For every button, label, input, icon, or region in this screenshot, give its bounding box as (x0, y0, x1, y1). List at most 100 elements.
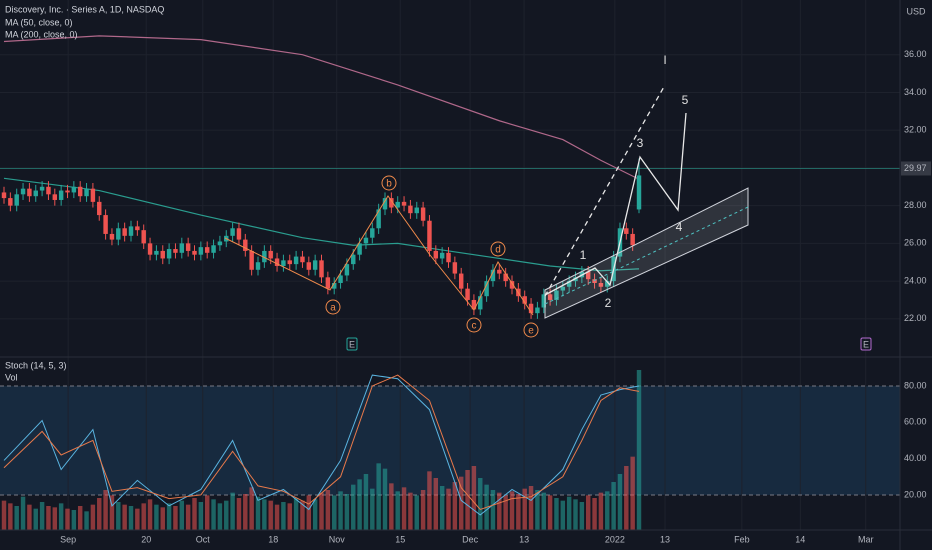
x-tick-label: 15 (395, 534, 405, 544)
volume-bar (389, 483, 394, 530)
stoch-band (0, 385, 900, 495)
y-tick-label: 24.00 (904, 275, 927, 285)
candle-body (71, 186, 77, 193)
volume-bar (154, 504, 159, 530)
candle-body (376, 209, 381, 229)
candle-body (433, 250, 439, 259)
volume-bar (592, 498, 597, 530)
volume-bar (497, 492, 502, 530)
candle-body (1, 192, 7, 199)
candle-body (344, 264, 350, 276)
volume-bar (338, 491, 343, 530)
candle-body (84, 188, 89, 197)
volume-bar (52, 507, 58, 530)
x-tick-label: Sep (60, 534, 76, 544)
volume-bar (198, 502, 204, 530)
candle-body (185, 243, 191, 251)
candle-body (382, 198, 388, 210)
x-tick-label: Dec (462, 534, 479, 544)
candle-body (20, 188, 26, 195)
volume-bar (376, 463, 381, 530)
volume-bar (331, 495, 337, 530)
candle-body (598, 282, 604, 287)
candle-body (630, 233, 635, 246)
candle-body (160, 250, 165, 259)
volume-bar (128, 506, 134, 530)
lines (3, 35, 640, 516)
annotation: b (386, 179, 392, 190)
last-price-label: 29.97 (904, 163, 927, 173)
candle-body (135, 226, 140, 231)
candle-body (65, 190, 70, 193)
annotation: c (472, 321, 477, 332)
last-price-box (901, 161, 931, 176)
candle-body (554, 290, 559, 300)
candle-body (293, 256, 299, 265)
volume-bar (33, 508, 38, 530)
candle-body (503, 273, 508, 282)
volume-bar (147, 499, 153, 530)
y-tick-label: 22.00 (904, 313, 927, 323)
stoch-label: Stoch (14, 5, 3) (5, 360, 67, 370)
volume-bar (598, 492, 604, 530)
chart-title: Discovery, Inc. · Series A, 1D, NASDAQ (5, 4, 164, 14)
annotations: a b c d e 1 2 3 4 5 I E E (325, 53, 872, 351)
volume-bar (306, 495, 312, 530)
candle-body (204, 247, 210, 253)
candle-body (535, 307, 540, 314)
volume-bar (439, 486, 445, 530)
candle-body (541, 294, 546, 308)
volume-bar (262, 499, 267, 530)
line (3, 374, 640, 511)
candle-body (312, 260, 318, 270)
event-marker (346, 337, 358, 351)
volume-bar (166, 503, 172, 530)
candle-body (624, 228, 629, 234)
volume-bar (408, 492, 413, 530)
volume-bar (357, 479, 362, 530)
annotation: 5 (682, 93, 689, 107)
y-tick-label: 80.00 (904, 380, 927, 390)
candle-body (566, 281, 572, 287)
volume-bar (1, 500, 7, 530)
candle-body (484, 281, 489, 297)
candle-body (179, 243, 185, 253)
channel-mid (544, 206, 749, 305)
annotation-circle (325, 299, 341, 315)
candle-body (446, 252, 451, 263)
volume-bar (522, 488, 527, 530)
y-tick-label: 40.00 (904, 453, 927, 463)
volume-bar (414, 495, 419, 530)
candle-body (547, 294, 553, 300)
candle-body (147, 243, 153, 255)
candle-body (198, 247, 204, 255)
x-tick-label: Nov (329, 534, 346, 544)
candle-body (268, 250, 273, 259)
vol-label: Vol (5, 372, 18, 382)
volume-bar (528, 486, 534, 530)
volume-bar (509, 491, 515, 530)
wave-abcde (224, 195, 534, 316)
candle-body (33, 190, 38, 197)
candle-body (439, 252, 445, 259)
volume-bar (446, 488, 451, 530)
ma200-label: MA (200, close, 0) (5, 29, 78, 39)
volume-bar (90, 504, 96, 530)
volume-bar (560, 500, 566, 530)
volume-bar (401, 487, 407, 530)
annotation: 3 (637, 136, 644, 150)
volume-bar (249, 487, 254, 530)
volume-bar (141, 503, 146, 530)
x-tick-label: 13 (519, 534, 529, 544)
candle-body (363, 237, 369, 244)
volume-bar (547, 495, 553, 530)
volume-bar (458, 476, 464, 530)
volume-bar (490, 490, 496, 530)
candle-body (357, 243, 362, 255)
annotation: 1 (580, 248, 587, 262)
volume-bar (20, 496, 26, 530)
candle-body (249, 250, 254, 270)
volume-bar (636, 370, 642, 530)
volume-bar (160, 507, 165, 530)
